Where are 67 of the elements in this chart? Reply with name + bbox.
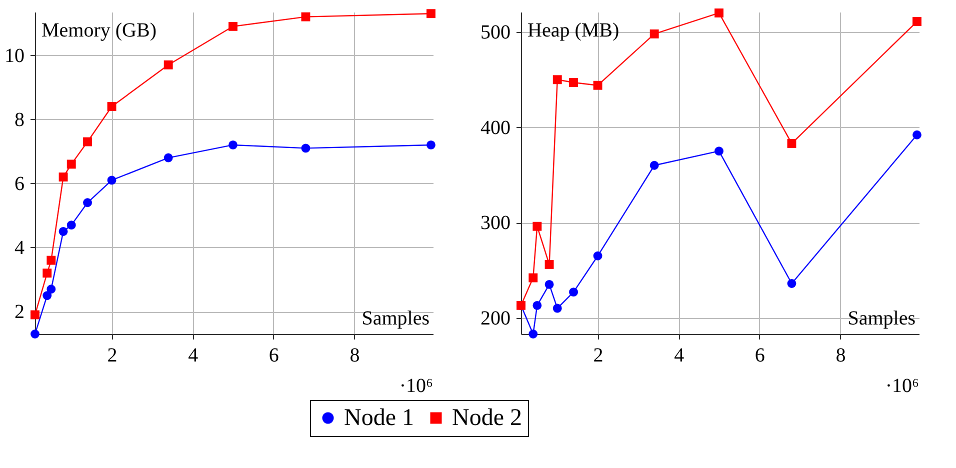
point <box>164 60 173 70</box>
legend-label: Node 2 <box>452 405 522 431</box>
point <box>42 291 52 300</box>
x-tick-label: 2 <box>107 344 118 366</box>
point <box>301 12 310 22</box>
x-tick-label: 4 <box>674 344 684 366</box>
point <box>426 9 436 18</box>
text: ·10⁶ <box>885 375 920 397</box>
legend-label: Node 1 <box>344 405 414 431</box>
point <box>912 17 922 26</box>
point <box>714 8 724 18</box>
x-tick-label: 6 <box>754 344 765 366</box>
point <box>532 222 542 231</box>
point <box>569 78 578 87</box>
point <box>58 227 68 236</box>
point <box>593 251 602 260</box>
y-tick-label: 400 <box>480 116 510 139</box>
y-tick-label: 10 <box>4 44 24 67</box>
point <box>714 146 724 156</box>
y-axis-title: Heap (MB) <box>528 20 620 42</box>
point <box>528 330 538 338</box>
y-tick-label: 4 <box>14 236 24 259</box>
x-axis-title: Samples <box>362 308 430 330</box>
point <box>107 102 116 111</box>
point <box>301 144 310 153</box>
x-tick-label: 8 <box>836 344 846 366</box>
point <box>912 130 922 140</box>
point <box>544 260 554 269</box>
point <box>30 310 40 320</box>
point <box>83 198 92 208</box>
point <box>83 137 92 146</box>
y-tick-label: 500 <box>480 22 510 44</box>
point <box>552 75 562 84</box>
point <box>107 176 116 185</box>
point <box>66 160 76 169</box>
point <box>228 140 238 150</box>
text: ·10⁶ <box>399 375 434 397</box>
y-tick-label: 8 <box>14 108 24 131</box>
point <box>46 256 56 265</box>
point <box>58 172 68 182</box>
point <box>593 80 602 90</box>
point <box>164 153 173 162</box>
point <box>552 304 562 313</box>
point <box>532 300 542 310</box>
x-axis-title: Samples <box>848 308 916 330</box>
point <box>30 330 40 338</box>
point <box>650 29 659 38</box>
point <box>787 279 796 288</box>
x-tick-label: 2 <box>593 344 604 366</box>
x-tick-label: 6 <box>268 344 279 366</box>
x-tick-label: 4 <box>188 344 198 366</box>
y-axis-title: Memory (GB) <box>42 20 156 42</box>
point <box>66 220 76 230</box>
point <box>787 138 796 148</box>
point <box>42 268 52 278</box>
y-tick-label: 2 <box>14 301 24 324</box>
point <box>46 284 56 294</box>
point <box>426 140 436 150</box>
point <box>569 288 578 297</box>
point <box>650 160 659 170</box>
y-tick-label: 6 <box>14 172 24 195</box>
point <box>228 22 238 31</box>
y-tick-label: 300 <box>480 212 510 234</box>
y-tick-label: 200 <box>480 307 510 330</box>
x-tick-label: 8 <box>350 344 360 366</box>
point <box>544 280 554 289</box>
point <box>528 273 538 282</box>
